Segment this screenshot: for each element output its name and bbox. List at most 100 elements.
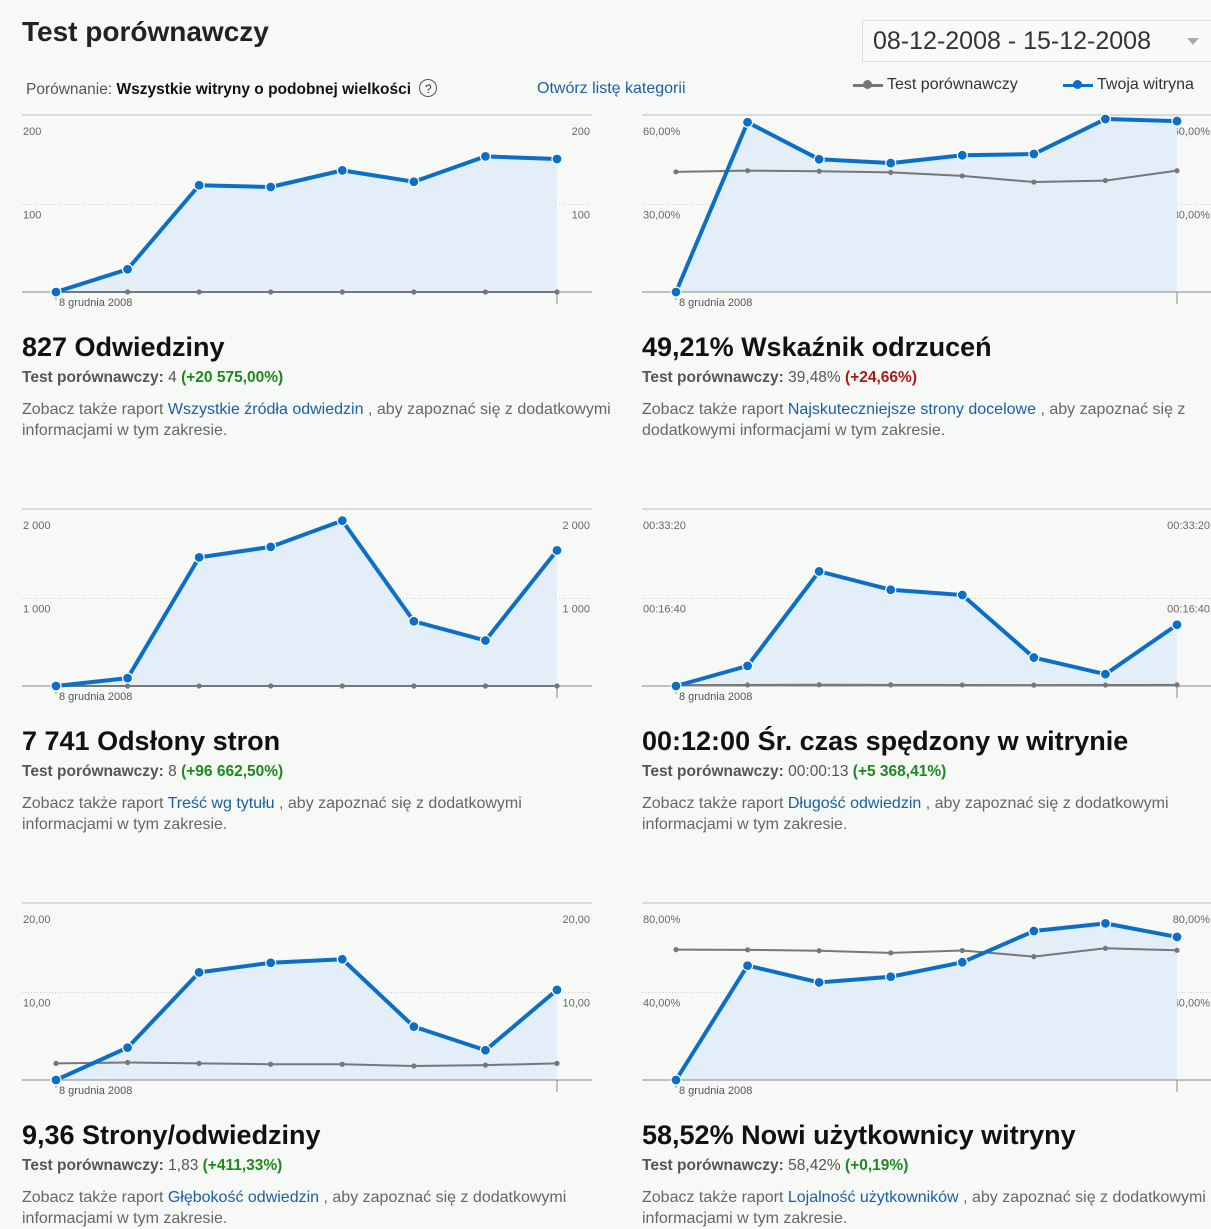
benchmark-point[interactable] (888, 950, 893, 955)
site-point[interactable] (552, 545, 562, 555)
site-point[interactable] (814, 566, 824, 576)
site-point[interactable] (814, 977, 824, 987)
site-point[interactable] (743, 961, 753, 971)
benchmark-point[interactable] (53, 1061, 58, 1066)
benchmark-point[interactable] (340, 683, 345, 688)
benchmark-point[interactable] (888, 682, 893, 687)
report-link[interactable]: Treść wg tytułu (168, 795, 275, 812)
site-point[interactable] (123, 673, 133, 683)
benchmark-point[interactable] (673, 947, 678, 952)
site-point[interactable] (671, 1075, 681, 1085)
site-point[interactable] (51, 681, 61, 691)
site-point[interactable] (1172, 620, 1182, 630)
benchmark-point[interactable] (125, 1060, 130, 1065)
benchmark-point[interactable] (1031, 179, 1036, 184)
benchmark-point[interactable] (268, 289, 273, 294)
benchmark-point[interactable] (483, 1063, 488, 1068)
benchmark-point[interactable] (745, 682, 750, 687)
report-link[interactable]: Głębokość odwiedzin (168, 1189, 319, 1206)
benchmark-point[interactable] (554, 1061, 559, 1066)
site-point[interactable] (194, 552, 204, 562)
benchmark-point[interactable] (268, 1062, 273, 1067)
site-point[interactable] (266, 958, 276, 968)
benchmark-point[interactable] (745, 168, 750, 173)
site-point[interactable] (671, 287, 681, 297)
site-point[interactable] (194, 967, 204, 977)
help-icon[interactable]: ? (419, 79, 437, 97)
site-point[interactable] (337, 516, 347, 526)
site-point[interactable] (1029, 149, 1039, 159)
site-point[interactable] (337, 165, 347, 175)
site-point[interactable] (886, 158, 896, 168)
benchmark-point[interactable] (1174, 168, 1179, 173)
metric-chart[interactable]: 30,00%30,00%60,00%60,00%8 grudnia 2008 (640, 115, 1211, 312)
benchmark-point[interactable] (1174, 682, 1179, 687)
benchmark-point[interactable] (197, 683, 202, 688)
benchmark-point[interactable] (411, 683, 416, 688)
date-range-picker[interactable]: 08-12-2008 - 15-12-2008 (862, 20, 1211, 62)
site-point[interactable] (266, 182, 276, 192)
site-point[interactable] (957, 150, 967, 160)
benchmark-point[interactable] (411, 1063, 416, 1068)
benchmark-point[interactable] (888, 170, 893, 175)
benchmark-point[interactable] (125, 683, 130, 688)
site-point[interactable] (194, 180, 204, 190)
benchmark-point[interactable] (268, 683, 273, 688)
site-point[interactable] (409, 1022, 419, 1032)
benchmark-point[interactable] (1031, 683, 1036, 688)
open-categories-link[interactable]: Otwórz listę kategorii (537, 80, 686, 98)
site-point[interactable] (552, 985, 562, 995)
site-point[interactable] (886, 585, 896, 595)
report-link[interactable]: Wszystkie źródła odwiedzin (168, 401, 364, 418)
benchmark-point[interactable] (960, 682, 965, 687)
site-point[interactable] (671, 681, 681, 691)
site-point[interactable] (552, 154, 562, 164)
benchmark-point[interactable] (197, 1061, 202, 1066)
benchmark-point[interactable] (960, 948, 965, 953)
benchmark-point[interactable] (554, 683, 559, 688)
benchmark-point[interactable] (554, 289, 559, 294)
metric-chart[interactable]: 40,00%40,00%80,00%80,00%8 grudnia 2008 (640, 903, 1211, 1100)
site-point[interactable] (957, 590, 967, 600)
site-point[interactable] (1100, 114, 1110, 124)
benchmark-point[interactable] (673, 169, 678, 174)
benchmark-point[interactable] (1174, 948, 1179, 953)
benchmark-point[interactable] (340, 289, 345, 294)
site-point[interactable] (480, 151, 490, 161)
benchmark-point[interactable] (817, 682, 822, 687)
site-point[interactable] (51, 287, 61, 297)
site-point[interactable] (123, 1043, 133, 1053)
site-point[interactable] (1172, 932, 1182, 942)
benchmark-point[interactable] (197, 289, 202, 294)
site-point[interactable] (957, 957, 967, 967)
report-link[interactable]: Najskuteczniejsze strony docelowe (788, 401, 1036, 418)
site-point[interactable] (337, 954, 347, 964)
site-point[interactable] (266, 542, 276, 552)
benchmark-point[interactable] (1031, 954, 1036, 959)
benchmark-point[interactable] (817, 169, 822, 174)
report-link[interactable]: Długość odwiedzin (788, 795, 921, 812)
benchmark-point[interactable] (1103, 178, 1108, 183)
site-point[interactable] (480, 636, 490, 646)
chevron-down-icon[interactable] (1187, 38, 1199, 45)
site-point[interactable] (886, 972, 896, 982)
benchmark-point[interactable] (1103, 946, 1108, 951)
site-point[interactable] (1029, 653, 1039, 663)
site-point[interactable] (1100, 918, 1110, 928)
site-point[interactable] (123, 264, 133, 274)
benchmark-point[interactable] (817, 948, 822, 953)
benchmark-point[interactable] (745, 947, 750, 952)
site-point[interactable] (814, 154, 824, 164)
benchmark-point[interactable] (1103, 682, 1108, 687)
site-point[interactable] (743, 117, 753, 127)
benchmark-point[interactable] (483, 289, 488, 294)
site-point[interactable] (1029, 926, 1039, 936)
site-point[interactable] (51, 1075, 61, 1085)
benchmark-point[interactable] (411, 289, 416, 294)
benchmark-point[interactable] (340, 1062, 345, 1067)
benchmark-point[interactable] (125, 289, 130, 294)
